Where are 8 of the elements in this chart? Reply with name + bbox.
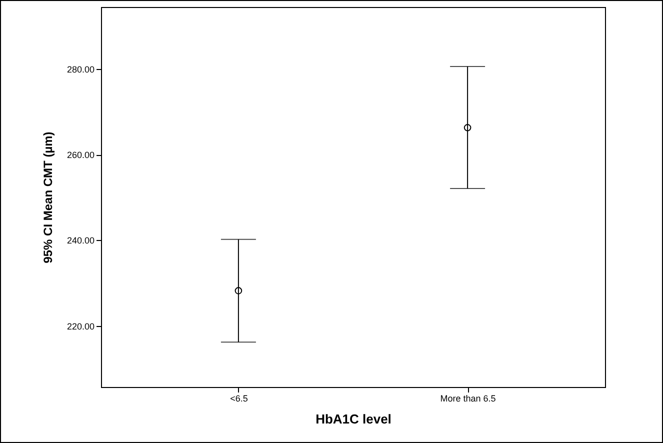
y-tick-label: 220.00 — [66, 321, 94, 332]
y-axis-title: 95% CI Mean CMT (µm) — [40, 132, 55, 264]
y-tick-label: 280.00 — [66, 64, 94, 75]
x-tick-label: <6.5 — [230, 394, 248, 404]
y-tick-label: 240.00 — [66, 236, 94, 246]
x-tick-label: More than 6.5 — [440, 394, 496, 404]
y-tick-label: 260.00 — [66, 150, 94, 160]
x-axis-title: HbA1C level — [316, 412, 392, 426]
